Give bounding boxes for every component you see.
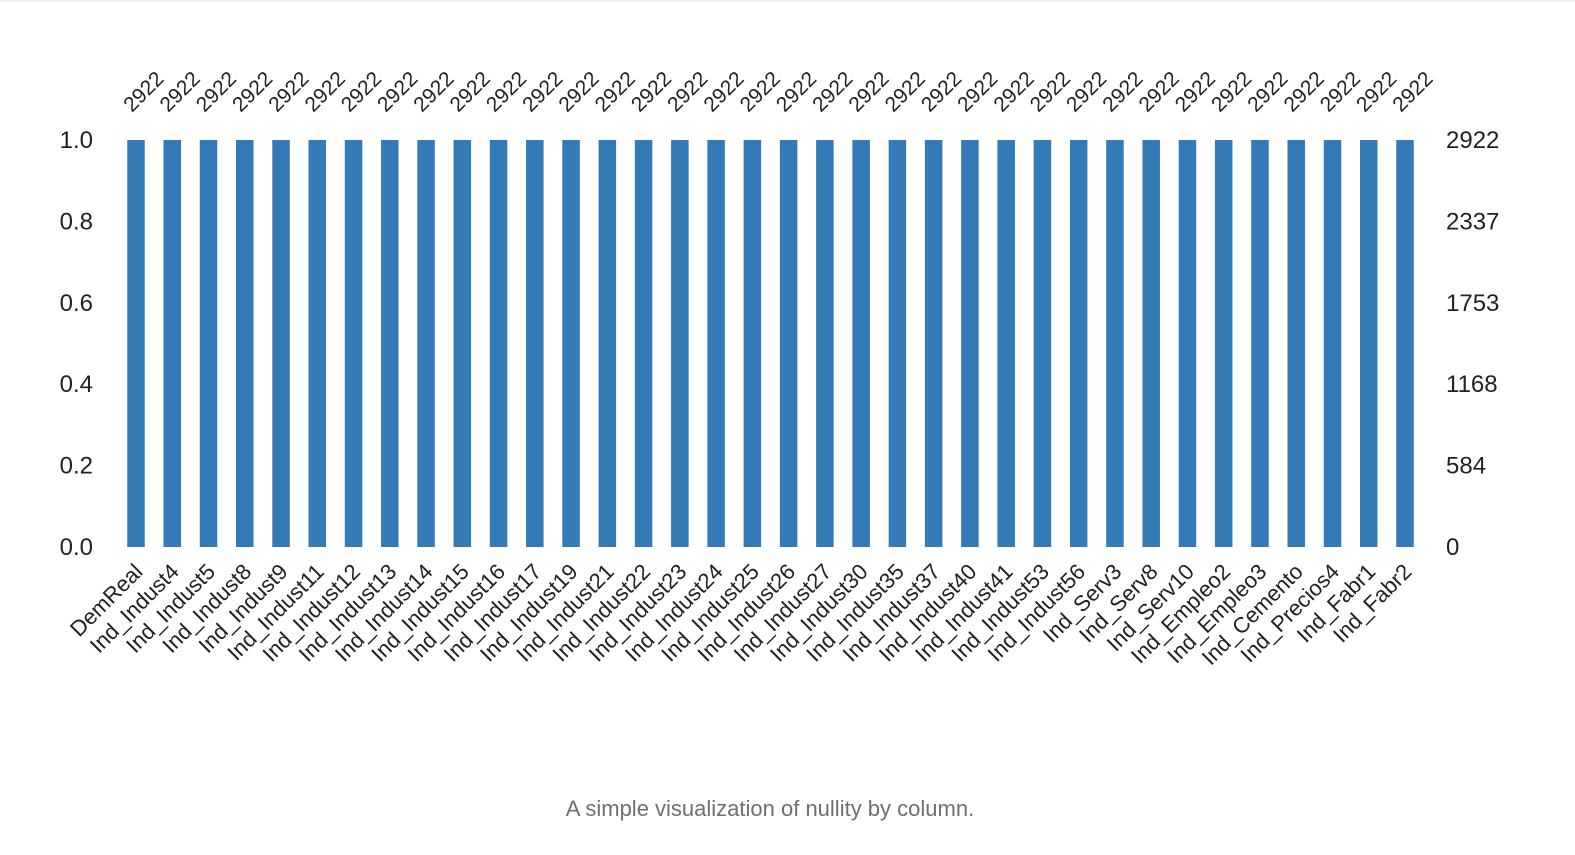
bar-count-label: 2922 <box>1316 67 1365 116</box>
bar <box>272 140 290 547</box>
bar-count-label: 2922 <box>699 67 748 116</box>
bar-count-label: 2922 <box>1280 67 1329 116</box>
bar <box>852 140 870 547</box>
bar <box>562 140 580 547</box>
bar-count-label: 2922 <box>772 67 821 116</box>
bar-count-label: 2922 <box>192 67 241 116</box>
bar <box>707 140 725 547</box>
bar-count-label: 2922 <box>409 67 458 116</box>
bar-count-label: 2922 <box>917 67 966 116</box>
bar-count-label: 2922 <box>373 67 422 116</box>
bar <box>1359 140 1378 547</box>
bar <box>671 140 689 547</box>
bar-count-label: 2922 <box>1352 67 1401 116</box>
bar-count-label: 2922 <box>119 67 168 116</box>
bar-count-label: 2922 <box>482 67 531 116</box>
left-axis: 0.0 0.2 0.4 0.6 0.8 1.0 <box>60 127 93 561</box>
bar-count-label: 2922 <box>1134 67 1183 116</box>
bar <box>163 140 182 547</box>
bar-count-label: 2922 <box>591 67 640 116</box>
bar <box>997 140 1015 547</box>
bar <box>779 140 798 547</box>
bar-count-label: 2922 <box>1207 67 1256 116</box>
bar-count-label: 2922 <box>881 67 930 116</box>
bar <box>924 140 943 547</box>
bar <box>1178 140 1197 547</box>
right-tick-label: 1753 <box>1446 290 1499 317</box>
bar-count-label: 2922 <box>808 67 857 116</box>
bar <box>1106 140 1124 547</box>
bar <box>1323 140 1342 547</box>
bar-count-label: 2922 <box>953 67 1002 116</box>
bar <box>634 140 653 547</box>
bar-count-label: 2922 <box>518 67 567 116</box>
bar <box>127 140 145 547</box>
bar <box>236 140 254 547</box>
bar-count-label: 2922 <box>1243 67 1292 116</box>
bar-count-label: 2922 <box>627 67 676 116</box>
y-tick-label: 0.8 <box>60 208 93 235</box>
bar <box>199 140 218 547</box>
bar <box>1396 140 1414 547</box>
bar <box>743 140 762 547</box>
y-tick-label: 1.0 <box>60 127 93 154</box>
bar <box>453 140 472 547</box>
bar <box>1033 140 1052 547</box>
bar <box>1287 140 1305 547</box>
bar-count-label: 2922 <box>1098 67 1147 116</box>
bar-count-label: 2922 <box>446 67 495 116</box>
bar <box>816 140 834 547</box>
bar <box>308 140 327 547</box>
right-tick-label: 0 <box>1446 534 1459 561</box>
bar-count-label: 2922 <box>1026 67 1075 116</box>
bar <box>1214 140 1233 547</box>
top-divider <box>0 0 1575 2</box>
bar-count-label: 2922 <box>736 67 785 116</box>
y-tick-label: 0.4 <box>60 371 93 398</box>
bar <box>526 140 544 547</box>
bar <box>1142 140 1160 547</box>
nullity-bar-chart: 0.00.20.40.60.81.0 05841168175323372922 … <box>60 67 1500 670</box>
right-tick-label: 2922 <box>1446 127 1499 154</box>
bar-count-label: 2922 <box>663 67 712 116</box>
bar-count-label: 2922 <box>264 67 313 116</box>
bar-count-label: 2922 <box>337 67 386 116</box>
y-tick-label: 0.0 <box>60 534 93 561</box>
count-labels: 2922292229222922292229222922292229222922… <box>119 67 1437 116</box>
right-tick-label: 584 <box>1446 453 1486 480</box>
bar-count-label: 2922 <box>301 67 350 116</box>
bar-count-label: 2922 <box>156 67 205 116</box>
bar <box>381 140 399 547</box>
bar <box>598 140 617 547</box>
bar-count-label: 2922 <box>1388 67 1437 116</box>
right-tick-label: 1168 <box>1446 371 1498 398</box>
right-tick-label: 2337 <box>1446 208 1499 235</box>
right-axis: 0 584 1168 1753 2337 2922 <box>1446 127 1499 561</box>
bar <box>489 140 508 547</box>
bar-count-label: 2922 <box>228 67 277 116</box>
bar-count-label: 2922 <box>1062 67 1111 116</box>
bar-count-label: 2922 <box>554 67 603 116</box>
bar-count-label: 2922 <box>844 67 893 116</box>
bar <box>1251 140 1269 547</box>
bar <box>961 140 979 547</box>
bar-count-label: 2922 <box>1171 67 1220 116</box>
x-axis-labels: DemRealInd_Indust4Ind_Indust5Ind_Indust8… <box>65 559 1417 670</box>
bar <box>344 140 363 547</box>
y-tick-label: 0.6 <box>60 290 93 317</box>
bars-layer <box>127 140 1414 547</box>
bar <box>1069 140 1088 547</box>
chart-caption: A simple visualization of nullity by col… <box>565 796 975 821</box>
bar-count-label: 2922 <box>989 67 1038 116</box>
bar <box>417 140 435 547</box>
bar <box>888 140 907 547</box>
y-tick-label: 0.2 <box>60 453 93 480</box>
